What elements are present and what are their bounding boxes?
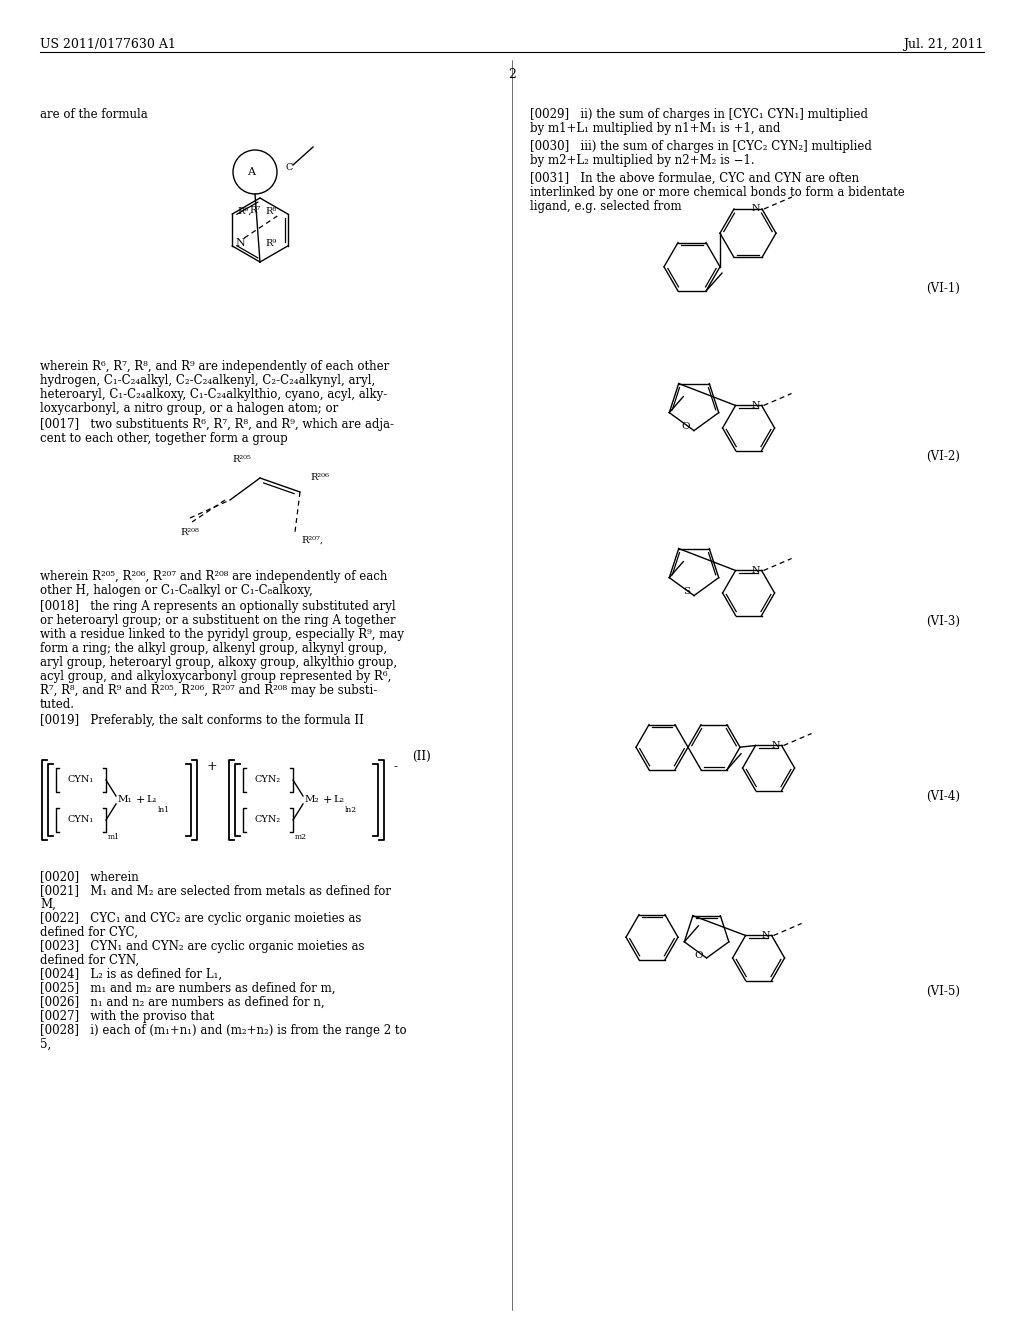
Text: [0028]   i) each of (m₁+n₁) and (m₂+n₂) is from the range 2 to: [0028] i) each of (m₁+n₁) and (m₂+n₂) is… (40, 1024, 407, 1038)
Text: [0026]   n₁ and n₂ are numbers as defined for n,: [0026] n₁ and n₂ are numbers as defined … (40, 997, 325, 1008)
Text: 5,: 5, (40, 1038, 51, 1051)
Text: [0018]   the ring A represents an optionally substituted aryl: [0018] the ring A represents an optional… (40, 601, 395, 612)
Text: other H, halogen or C₁-C₈alkyl or C₁-C₈alkoxy,: other H, halogen or C₁-C₈alkyl or C₁-C₈a… (40, 583, 312, 597)
Text: loxycarbonyl, a nitro group, or a halogen atom; or: loxycarbonyl, a nitro group, or a haloge… (40, 403, 338, 414)
Text: defined for CYC,: defined for CYC, (40, 927, 138, 939)
Text: N: N (752, 205, 760, 214)
Text: aryl group, heteroaryl group, alkoxy group, alkylthio group,: aryl group, heteroaryl group, alkoxy gro… (40, 656, 397, 669)
Text: R⁶,: R⁶, (238, 206, 252, 215)
Text: CYN₁: CYN₁ (68, 816, 94, 825)
Text: -: - (394, 760, 398, 774)
Text: defined for CYN,: defined for CYN, (40, 954, 139, 968)
Text: N: N (236, 238, 245, 248)
Text: cent to each other, together form a group: cent to each other, together form a grou… (40, 432, 288, 445)
Text: US 2011/0177630 A1: US 2011/0177630 A1 (40, 38, 176, 51)
Text: M₂: M₂ (305, 796, 319, 804)
Text: ln1: ln1 (158, 807, 170, 814)
Text: L₂: L₂ (333, 796, 344, 804)
Text: R⁹: R⁹ (265, 239, 276, 248)
Text: interlinked by one or more chemical bonds to form a bidentate: interlinked by one or more chemical bond… (530, 186, 905, 199)
Text: C: C (285, 162, 293, 172)
Text: R⁷, R⁸, and R⁹ and R²⁰⁵, R²⁰⁶, R²⁰⁷ and R²⁰⁸ may be substi-: R⁷, R⁸, and R⁹ and R²⁰⁵, R²⁰⁶, R²⁰⁷ and … (40, 684, 377, 697)
Text: form a ring; the alkyl group, alkenyl group, alkynyl group,: form a ring; the alkyl group, alkenyl gr… (40, 642, 387, 655)
Text: [0031]   In the above formulae, CYC and CYN are often: [0031] In the above formulae, CYC and CY… (530, 172, 859, 185)
Text: CYN₂: CYN₂ (255, 776, 281, 784)
Text: m1: m1 (108, 833, 120, 841)
Text: R²⁰⁷,: R²⁰⁷, (301, 536, 323, 545)
Text: heteroaryl, C₁-C₂₄alkoxy, C₁-C₂₄alkylthio, cyano, acyl, alky-: heteroaryl, C₁-C₂₄alkoxy, C₁-C₂₄alkylthi… (40, 388, 387, 401)
Text: are of the formula: are of the formula (40, 108, 147, 121)
Text: L₁: L₁ (146, 796, 157, 804)
Text: +: + (136, 795, 145, 805)
Text: [0022]   CYC₁ and CYC₂ are cyclic organic moieties as: [0022] CYC₁ and CYC₂ are cyclic organic … (40, 912, 361, 925)
Text: N: N (751, 401, 760, 411)
Text: R²⁰⁶: R²⁰⁶ (310, 474, 329, 483)
Text: CYN₂: CYN₂ (255, 816, 281, 825)
Text: 2: 2 (508, 69, 516, 81)
Text: O: O (694, 952, 702, 961)
Text: [0017]   two substituents R⁶, R⁷, R⁸, and R⁹, which are adja-: [0017] two substituents R⁶, R⁷, R⁸, and … (40, 418, 394, 432)
Text: ligand, e.g. selected from: ligand, e.g. selected from (530, 201, 682, 213)
Text: (VI-1): (VI-1) (926, 282, 961, 294)
Text: A: A (247, 168, 255, 177)
Text: or heteroaryl group; or a substituent on the ring A together: or heteroaryl group; or a substituent on… (40, 614, 395, 627)
Text: [0030]   iii) the sum of charges in [CYC₂ CYN₂] multiplied: [0030] iii) the sum of charges in [CYC₂ … (530, 140, 871, 153)
Text: R⁷: R⁷ (250, 206, 261, 215)
Text: M₁: M₁ (118, 796, 133, 804)
Text: +: + (323, 795, 333, 805)
Text: M,: M, (40, 898, 56, 911)
Text: R²⁰⁵: R²⁰⁵ (232, 455, 252, 465)
Text: [0024]   L₂ is as defined for L₁,: [0024] L₂ is as defined for L₁, (40, 968, 222, 981)
Text: S: S (683, 587, 690, 597)
Text: [0020]   wherein: [0020] wherein (40, 870, 138, 883)
Text: [0027]   with the proviso that: [0027] with the proviso that (40, 1010, 214, 1023)
Text: [0019]   Preferably, the salt conforms to the formula II: [0019] Preferably, the salt conforms to … (40, 714, 364, 727)
Text: tuted.: tuted. (40, 698, 75, 711)
Text: N: N (771, 741, 779, 750)
Text: R²⁰⁸: R²⁰⁸ (180, 528, 200, 537)
Text: wherein R⁶, R⁷, R⁸, and R⁹ are independently of each other: wherein R⁶, R⁷, R⁸, and R⁹ are independe… (40, 360, 389, 374)
Text: R⁸: R⁸ (265, 206, 276, 215)
Text: (II): (II) (412, 750, 431, 763)
Text: m2: m2 (295, 833, 307, 841)
Text: by m2+L₂ multiplied by n2+M₂ is −1.: by m2+L₂ multiplied by n2+M₂ is −1. (530, 154, 755, 168)
Text: [0025]   m₁ and m₂ are numbers as defined for m,: [0025] m₁ and m₂ are numbers as defined … (40, 982, 336, 995)
Text: N: N (751, 566, 760, 576)
Text: O: O (681, 422, 690, 432)
Text: [0023]   CYN₁ and CYN₂ are cyclic organic moieties as: [0023] CYN₁ and CYN₂ are cyclic organic … (40, 940, 365, 953)
Text: (VI-4): (VI-4) (926, 789, 961, 803)
Text: (VI-5): (VI-5) (926, 985, 961, 998)
Text: acyl group, and alkyloxycarbonyl group represented by R⁶,: acyl group, and alkyloxycarbonyl group r… (40, 671, 391, 682)
Text: Jul. 21, 2011: Jul. 21, 2011 (903, 38, 984, 51)
Text: [0029]   ii) the sum of charges in [CYC₁ CYN₁] multiplied: [0029] ii) the sum of charges in [CYC₁ C… (530, 108, 868, 121)
Text: [0021]   M₁ and M₂ are selected from metals as defined for: [0021] M₁ and M₂ are selected from metal… (40, 884, 391, 898)
Text: wherein R²⁰⁵, R²⁰⁶, R²⁰⁷ and R²⁰⁸ are independently of each: wherein R²⁰⁵, R²⁰⁶, R²⁰⁷ and R²⁰⁸ are in… (40, 570, 387, 583)
Text: N: N (761, 931, 770, 940)
Text: CYN₁: CYN₁ (68, 776, 94, 784)
Text: hydrogen, C₁-C₂₄alkyl, C₂-C₂₄alkenyl, C₂-C₂₄alkynyl, aryl,: hydrogen, C₁-C₂₄alkyl, C₂-C₂₄alkenyl, C₂… (40, 374, 375, 387)
Text: with a residue linked to the pyridyl group, especially R⁹, may: with a residue linked to the pyridyl gro… (40, 628, 404, 642)
Text: ln2: ln2 (345, 807, 357, 814)
Text: by m1+L₁ multiplied by n1+M₁ is +1, and: by m1+L₁ multiplied by n1+M₁ is +1, and (530, 121, 780, 135)
Text: +: + (207, 760, 218, 774)
Text: (VI-2): (VI-2) (926, 450, 961, 463)
Text: (VI-3): (VI-3) (926, 615, 961, 628)
